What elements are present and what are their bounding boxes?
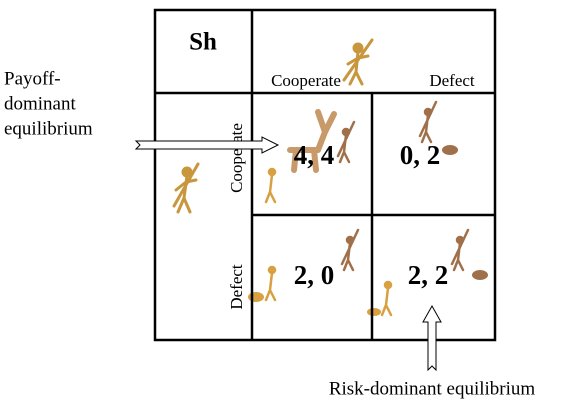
annotation: Risk-dominant equilibrium [329,378,536,399]
stag-figure [287,109,337,173]
row-label: Defect [227,264,246,310]
matrix-border [153,8,497,342]
hunter-figure [342,38,374,86]
payoff-cell: 0, 2 [400,140,441,170]
hunter-figure [172,162,200,214]
hunter-figure [336,100,470,272]
payoff-cell: 2, 2 [408,260,449,290]
annotation-line: equilibrium [4,118,93,139]
column-label: Defect [429,71,475,90]
row-label: Cooperate [227,123,246,193]
payoff-cell: 2, 0 [294,260,335,290]
payoff-cell: 4, 4 [294,140,335,170]
column-label: Cooperate [271,71,341,90]
hunter-figure [264,167,393,317]
hare-figure [442,145,488,280]
arrow [422,304,442,372]
annotation-line: Payoff- [4,68,61,89]
arrow [134,136,280,154]
matrix-title: Sh [189,29,217,56]
annotation-line: dominant [4,93,76,114]
